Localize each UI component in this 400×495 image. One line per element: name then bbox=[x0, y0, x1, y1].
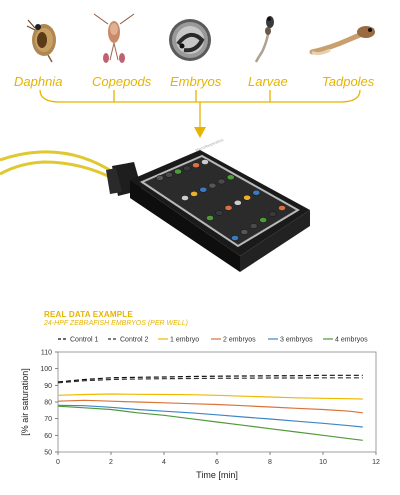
well-spot bbox=[201, 159, 209, 165]
y-tick-label: 80 bbox=[44, 400, 52, 407]
well-spot bbox=[217, 178, 226, 185]
series-line-3-embryos bbox=[57, 404, 363, 428]
legend-label: 1 embryo bbox=[170, 337, 199, 344]
well-spot bbox=[156, 175, 164, 181]
example-subtitle: 24-HPF ZEBRAFISH EMBRYOS (PER WELL) bbox=[44, 320, 188, 327]
microplate-reader-device: MicroRespiration bbox=[130, 137, 310, 272]
x-tick-label: 10 bbox=[319, 459, 327, 466]
organism-label-daphnia: Daphnia bbox=[14, 74, 63, 89]
top-illustration: MicroRespiration bbox=[0, 13, 375, 272]
organism-label-larvae: Larvae bbox=[248, 74, 288, 89]
well-spot bbox=[199, 186, 208, 193]
legend-label: Control 2 bbox=[120, 337, 149, 344]
well-spot bbox=[259, 217, 268, 223]
x-tick-label: 2 bbox=[109, 459, 113, 466]
well-spot bbox=[208, 182, 217, 189]
x-tick-label: 6 bbox=[215, 459, 219, 466]
legend-label: 4 embryos bbox=[335, 337, 368, 344]
legend-label: 2 embryos bbox=[223, 337, 256, 344]
legend-label: 3 embryos bbox=[280, 337, 313, 344]
well-spot bbox=[249, 223, 258, 229]
y-tick-label: 90 bbox=[44, 383, 52, 390]
y-tick-label: 60 bbox=[44, 433, 52, 440]
larva-icon bbox=[254, 16, 274, 63]
oxygen-chart: 50 60 70 80 90 100 110 0 2 4 6 8 10 12 Time [min] [% ai… bbox=[20, 337, 380, 481]
well-spot bbox=[252, 189, 261, 196]
daphnia-icon bbox=[26, 19, 56, 63]
x-tick-label: 8 bbox=[268, 459, 272, 466]
organism-label-embryos: Embryos bbox=[170, 74, 222, 89]
plot-frame bbox=[57, 351, 377, 453]
well-spot bbox=[268, 211, 277, 217]
sensor-cable bbox=[0, 150, 117, 182]
organism-label-tadpoles: Tadpoles bbox=[322, 74, 375, 89]
well-spot bbox=[240, 229, 249, 235]
copepod-icon bbox=[93, 13, 135, 63]
well-spot bbox=[190, 191, 198, 197]
legend-label: Control 1 bbox=[70, 337, 99, 344]
y-tick-label: 50 bbox=[44, 450, 52, 457]
x-tick-label: 12 bbox=[372, 459, 380, 466]
well-spot bbox=[226, 174, 235, 181]
embryo-icon bbox=[169, 19, 211, 61]
well-spot bbox=[165, 171, 173, 178]
well-spot bbox=[183, 165, 191, 172]
organism-label-copepods: Copepods bbox=[92, 74, 152, 89]
arrow-down-icon bbox=[194, 127, 206, 138]
x-tick-label: 4 bbox=[162, 459, 166, 466]
tadpole-icon bbox=[309, 26, 375, 56]
well-spot bbox=[192, 162, 200, 169]
x-axis-label: Time [min] bbox=[196, 470, 238, 480]
x-tick-label: 0 bbox=[56, 459, 60, 466]
series-line-1-embryo bbox=[57, 393, 363, 400]
well-spot bbox=[278, 205, 286, 211]
well-spot bbox=[181, 195, 189, 201]
well-spot bbox=[231, 235, 239, 241]
series-line-control-2 bbox=[57, 377, 363, 384]
example-title: REAL DATA EXAMPLE bbox=[44, 310, 133, 319]
funnel-connector bbox=[39, 89, 361, 128]
series-line-control-1 bbox=[57, 374, 363, 383]
y-axis-label: [% air saturation] bbox=[20, 368, 30, 436]
series-line-2-embryos bbox=[57, 399, 363, 414]
well-spot bbox=[233, 199, 242, 206]
y-tick-label: 100 bbox=[40, 366, 52, 373]
well-spot bbox=[215, 210, 224, 216]
well-grid bbox=[156, 159, 286, 241]
well-spot bbox=[224, 205, 233, 211]
well-spot bbox=[243, 194, 251, 201]
series-line-4-embryos bbox=[57, 405, 363, 441]
y-tick-label: 110 bbox=[41, 350, 52, 357]
well-spot bbox=[174, 168, 182, 175]
well-spot bbox=[206, 215, 214, 221]
y-tick-label: 70 bbox=[44, 416, 52, 423]
